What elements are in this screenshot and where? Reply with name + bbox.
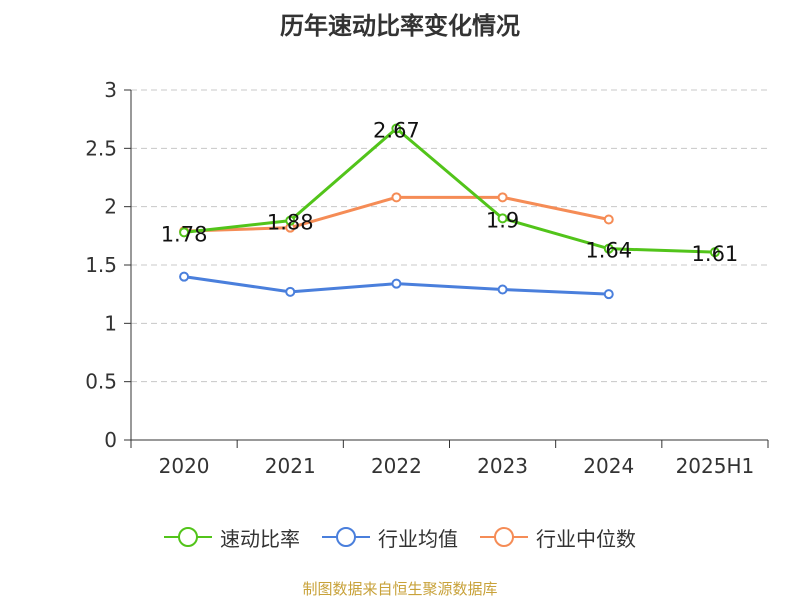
data-point xyxy=(603,214,614,225)
x-tick-label: 2025H1 xyxy=(676,454,755,478)
legend: 速动比率 行业均值 行业中位数 xyxy=(0,519,800,555)
legend-label: 行业均值 xyxy=(378,526,458,551)
y-tick-label: 0.5 xyxy=(85,370,117,394)
legend-marker-icon xyxy=(480,527,528,547)
data-point xyxy=(497,192,508,203)
data-label: 1.9 xyxy=(486,208,519,232)
series-line xyxy=(183,127,715,254)
x-tick-label: 2020 xyxy=(159,454,210,478)
data-point xyxy=(179,227,190,238)
data-point xyxy=(497,284,508,295)
data-label: 1.61 xyxy=(692,242,739,266)
legend-item-industry-mean[interactable]: 行业均值 xyxy=(322,523,458,552)
legend-marker-icon xyxy=(322,527,370,547)
data-labels: 1.78 1.88 2.67 1.9 1.64 1.61 xyxy=(161,119,739,267)
data-point xyxy=(709,247,720,258)
y-tick-label: 2.5 xyxy=(85,136,117,160)
data-point xyxy=(179,271,190,282)
legend-label: 速动比率 xyxy=(220,526,300,551)
y-tick-label: 0 xyxy=(104,428,117,452)
legend-marker-icon xyxy=(164,527,212,547)
data-point xyxy=(603,243,614,254)
data-point xyxy=(285,215,296,226)
x-tick-label: 2022 xyxy=(371,454,422,478)
legend-item-quick-ratio[interactable]: 速动比率 xyxy=(164,523,300,552)
source-note: 制图数据来自恒生聚源数据库 xyxy=(302,580,498,598)
data-label: 2.67 xyxy=(373,119,420,143)
data-label: 1.78 xyxy=(161,222,208,246)
y-tick-label: 1.5 xyxy=(85,253,117,277)
axes: 0 0.5 1 1.5 2 2.5 3 2020 2021 2022 2023 2024 2025H1 xyxy=(85,78,769,478)
x-tick-label: 2024 xyxy=(583,454,634,478)
data-point xyxy=(391,192,402,203)
data-point xyxy=(285,286,296,297)
x-tick-label: 2021 xyxy=(265,454,316,478)
grid-lines xyxy=(131,89,768,383)
legend-label: 行业中位数 xyxy=(536,526,636,551)
y-tick-label: 2 xyxy=(104,195,117,219)
data-point xyxy=(497,213,508,224)
data-label: 1.64 xyxy=(585,239,632,263)
legend-item-industry-median[interactable]: 行业中位数 xyxy=(480,523,636,552)
data-point xyxy=(391,123,402,134)
data-point xyxy=(603,289,614,300)
chart-title: 历年速动比率变化情况 xyxy=(280,12,520,40)
y-tick-label: 3 xyxy=(104,78,117,102)
series-lines xyxy=(179,123,720,300)
x-tick-label: 2023 xyxy=(477,454,528,478)
data-point xyxy=(391,278,402,289)
data-label: 1.88 xyxy=(267,211,314,235)
y-tick-label: 1 xyxy=(104,311,117,335)
